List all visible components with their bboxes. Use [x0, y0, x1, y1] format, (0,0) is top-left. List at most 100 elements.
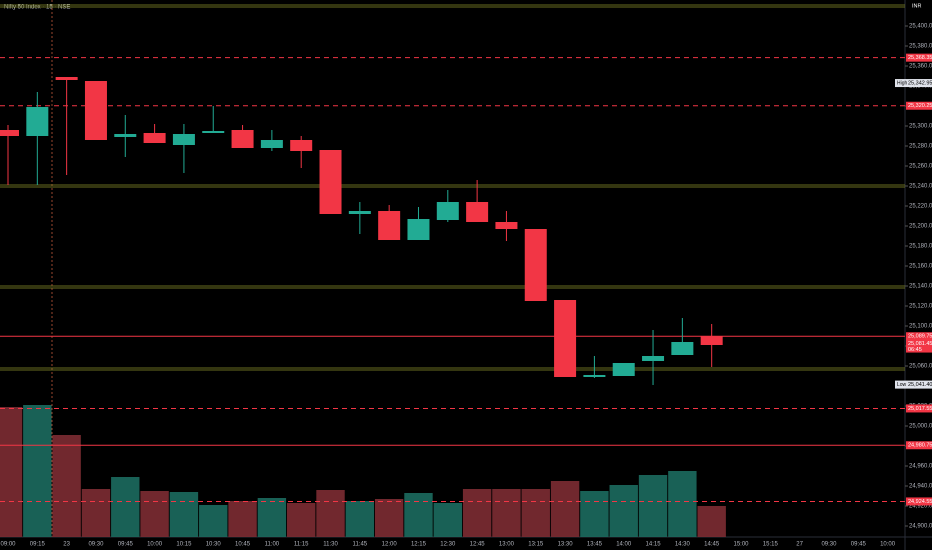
volume-bar	[580, 491, 609, 537]
x-tick-label: 12:30	[440, 542, 456, 548]
y-tick-label: 24,960.00	[909, 464, 932, 470]
y-tick-label: 25,280.00	[909, 144, 932, 150]
volume-bar	[0, 407, 23, 537]
y-tick-label: 25,200.00	[909, 224, 932, 230]
volume-bar	[111, 477, 140, 537]
candle-body	[231, 130, 254, 148]
y-tick-label: 25,060.00	[909, 364, 932, 370]
x-tick-label: 09:30	[821, 542, 837, 548]
y-tick-label: 25,260.00	[909, 164, 932, 170]
x-tick-label: 13:15	[528, 542, 544, 548]
y-tick-label: 25,240.00	[909, 184, 932, 190]
candle-body	[671, 342, 694, 355]
x-tick-label: 14:00	[616, 542, 632, 548]
volume-bar	[23, 405, 52, 537]
x-tick-label: 12:00	[382, 542, 398, 548]
volume-bar	[169, 492, 199, 537]
x-tick-label: 11:00	[265, 542, 280, 548]
x-tick-label: 13:00	[499, 542, 515, 548]
x-tick-label: 10:30	[206, 542, 222, 548]
level-label: 25,368.35	[908, 55, 932, 61]
y-tick-label: 25,300.00	[909, 124, 932, 130]
candle-body	[260, 140, 283, 148]
volume-bar	[492, 489, 521, 537]
candle-body	[172, 134, 195, 145]
x-tick-label: 13:45	[587, 542, 603, 548]
volume-bar	[638, 475, 668, 537]
volume-bar	[287, 503, 316, 537]
volume-bar	[228, 501, 257, 537]
candle-body	[466, 202, 489, 222]
candle-body	[55, 77, 78, 80]
last-price-countdown: 06:45	[908, 347, 922, 353]
volume-bar	[609, 485, 638, 537]
x-tick-label: 11:15	[294, 542, 309, 548]
volume-bar	[404, 493, 433, 537]
x-tick-label: 13:30	[558, 542, 574, 548]
level-label: 25,017.55	[908, 406, 932, 412]
volume-bar	[550, 481, 580, 537]
volume-bar	[81, 489, 111, 537]
volume-bar	[462, 489, 492, 537]
level-label: 25,320.25	[908, 103, 932, 109]
y-tick-label: 25,220.00	[909, 204, 932, 210]
level-label-box	[906, 332, 932, 341]
marker-tag: Low	[897, 382, 907, 388]
candle-body	[436, 202, 459, 220]
candle-body	[84, 81, 107, 140]
y-tick-label: 25,100.00	[909, 324, 932, 330]
level-label: 25,089.75	[908, 334, 932, 340]
volume-bar	[257, 498, 287, 537]
x-tick-label: 10:15	[176, 542, 192, 548]
x-tick-label: 15:15	[763, 542, 779, 548]
x-tick-label: 12:45	[470, 542, 486, 548]
y-tick-label: 24,940.00	[909, 484, 932, 490]
candle-body	[642, 356, 665, 361]
candle-body	[612, 363, 635, 376]
volume-bar	[52, 435, 81, 537]
volume-bar	[521, 489, 550, 537]
x-tick-label: 09:45	[851, 542, 867, 548]
level-label: 24,980.75	[908, 443, 932, 449]
x-tick-label: 09:00	[0, 542, 16, 548]
x-tick-label: 10:00	[880, 542, 896, 548]
y-tick-label: 25,000.00	[909, 424, 932, 430]
y-tick-label: 25,180.00	[909, 244, 932, 250]
y-tick-label: 24,920.00	[909, 504, 932, 510]
candle-body	[202, 131, 225, 133]
currency: INR	[912, 3, 922, 9]
y-tick-label: 25,160.00	[909, 264, 932, 270]
candle-body	[554, 300, 577, 377]
x-tick-label: 12:15	[411, 542, 427, 548]
candle-body	[378, 211, 401, 240]
x-tick-label: 11:30	[323, 542, 338, 548]
level-label-box	[906, 404, 932, 413]
x-tick-label: 14:30	[675, 542, 691, 548]
candle-body	[143, 133, 166, 143]
candle-body	[524, 229, 547, 301]
last-price-label: 25,081.45	[908, 341, 932, 347]
volume-bar	[668, 471, 697, 537]
volume-bar	[199, 505, 228, 537]
x-tick-label: 27	[796, 542, 803, 548]
candle-body	[290, 140, 313, 151]
y-tick-label: 25,380.00	[909, 44, 932, 50]
x-tick-label: 09:15	[30, 542, 46, 548]
x-tick-label: 09:45	[118, 542, 134, 548]
y-tick-label: 25,140.00	[909, 284, 932, 290]
candle-body	[495, 222, 518, 229]
level-label-box	[906, 101, 932, 110]
volume-bar	[345, 501, 375, 537]
candle-body	[407, 219, 430, 240]
volume-bar	[140, 491, 169, 537]
x-tick-label: 15:00	[733, 542, 749, 548]
x-tick-label: 09:30	[88, 542, 104, 548]
candle-body	[114, 134, 137, 137]
candle-body	[0, 130, 19, 136]
level-label-box	[906, 497, 932, 506]
chart-title: Nifty 50 Index · 15 · NSE	[4, 5, 70, 11]
candle-body	[26, 107, 49, 136]
marker-box	[895, 380, 932, 389]
